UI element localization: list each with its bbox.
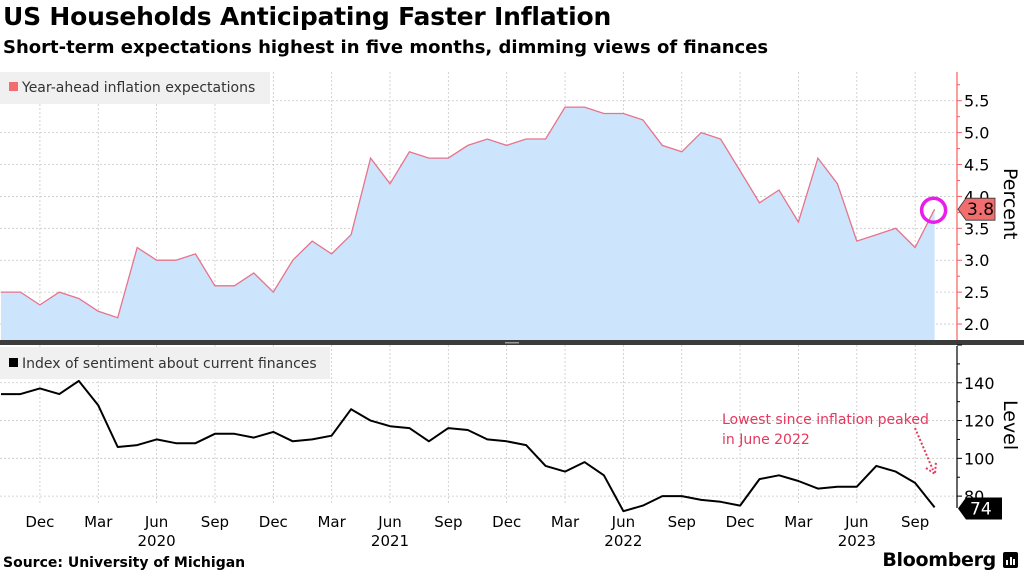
top-y-tick-label: 5.5 — [964, 92, 989, 111]
top-y-tick-label: 2.5 — [964, 283, 989, 302]
top-y-tick-label: 2.0 — [964, 315, 989, 334]
top-y-tick-label: 5.0 — [964, 124, 989, 143]
panel-divider-handle[interactable] — [505, 342, 519, 344]
top-y-tick-label: 3.0 — [964, 251, 989, 270]
sentiment-line — [1, 379, 936, 513]
top-legend: Year-ahead inflation expectations — [0, 72, 270, 104]
highlight-circle — [919, 196, 948, 224]
top-y-axis-title: Percent — [999, 168, 1021, 240]
top-legend-box — [0, 72, 270, 104]
bottom-y-tick-label: 140 — [964, 374, 995, 393]
x-year-label: 2022 — [604, 532, 642, 550]
bottom-y-tick-label: 120 — [964, 412, 995, 431]
x-tick-label: Dec — [25, 513, 54, 531]
x-tick-label: Sep — [434, 513, 462, 531]
bottom-last-value-tag-label: 74 — [970, 499, 992, 519]
annotation: Lowest since inflation peaked in June 20… — [722, 412, 937, 476]
x-tick-label: Mar — [784, 513, 813, 531]
x-tick-label: Jun — [844, 513, 868, 531]
x-year-label: 2021 — [371, 532, 409, 550]
bottom-legend: Index of sentiment about current finance… — [0, 347, 330, 379]
x-tick-label: Mar — [317, 513, 346, 531]
x-tick-label: Sep — [901, 513, 929, 531]
top-series — [1, 106, 936, 340]
source-note: Source: University of Michigan — [3, 555, 246, 571]
bottom-series — [1, 379, 936, 513]
x-tick-label: Jun — [144, 513, 168, 531]
x-tick-label: Sep — [668, 513, 696, 531]
x-tick-label: Sep — [201, 513, 229, 531]
x-tick-label: Jun — [611, 513, 635, 531]
top-last-value-tag-label: 3.8 — [967, 200, 994, 220]
bottom-grid — [0, 345, 957, 505]
top-y-tick-label: 4.5 — [964, 156, 989, 175]
bottom-legend-swatch — [9, 358, 18, 367]
x-tick-label: Dec — [259, 513, 288, 531]
chart-title: US Households Anticipating Faster Inflat… — [3, 2, 612, 31]
top-last-value-tag: 3.8 — [957, 197, 996, 221]
bottom-last-value-tag-shape — [958, 497, 1002, 520]
x-tick-label: Dec — [726, 513, 755, 531]
bottom-last-value-tag: 74 — [958, 497, 1002, 520]
annotation-line-1: Lowest since inflation peaked — [722, 412, 929, 428]
annotation-line-2: in June 2022 — [722, 432, 810, 448]
bottom-y-axis-title: Level — [999, 400, 1021, 450]
x-axis: Dec Mar Jun Sep Dec Mar Jun Sep Dec Mar Jun Sep Dec M… — [25, 513, 929, 550]
top-last-value-tag-shape — [957, 197, 996, 221]
annotation-arrowhead — [925, 461, 937, 476]
top-legend-label: Year-ahead inflation expectations — [21, 80, 255, 96]
bloomberg-logo: Bloomberg — [882, 549, 996, 571]
bottom-legend-label: Index of sentiment about current finance… — [22, 356, 317, 372]
x-tick-label: Dec — [492, 513, 521, 531]
chart-subtitle: Short-term expectations highest in five … — [3, 37, 769, 58]
bottom-legend-box — [0, 347, 330, 379]
top-y-tick-label: 3.5 — [964, 219, 989, 238]
annotation-arrow — [914, 427, 934, 471]
inflation-area — [1, 107, 935, 340]
x-tick-label: Mar — [84, 513, 113, 531]
x-tick-label: Jun — [377, 513, 401, 531]
top-y-axis: 2.02.53.03.54.04.55.05.5 — [956, 72, 989, 340]
x-year-label: 2020 — [138, 532, 176, 550]
x-year-label: 2023 — [838, 532, 876, 550]
bottom-y-tick-label: 100 — [964, 449, 995, 468]
bloomberg-chart-icon — [1003, 552, 1018, 568]
top-legend-swatch — [9, 82, 18, 91]
x-tick-label: Mar — [551, 513, 580, 531]
inflation-line — [1, 106, 936, 319]
